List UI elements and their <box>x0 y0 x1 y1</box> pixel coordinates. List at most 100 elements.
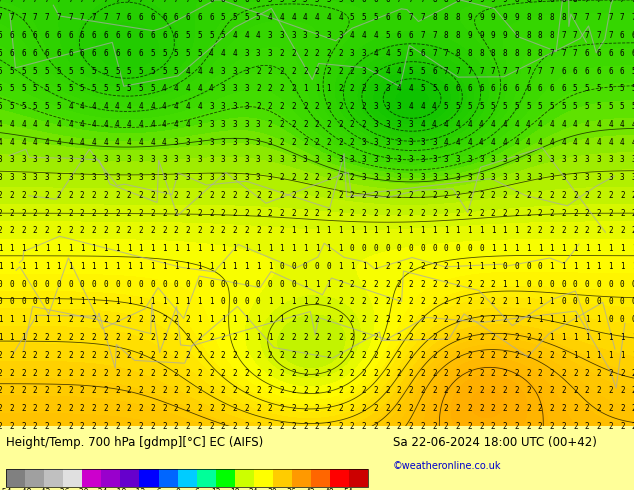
Text: 0: 0 <box>327 262 331 271</box>
Text: 1: 1 <box>10 333 14 342</box>
Text: 2: 2 <box>467 422 472 431</box>
Text: 2: 2 <box>409 368 413 377</box>
Text: 2: 2 <box>10 209 14 218</box>
Text: 2: 2 <box>338 102 343 111</box>
Text: 2: 2 <box>68 315 73 324</box>
Text: 2: 2 <box>150 315 155 324</box>
Text: 2: 2 <box>514 386 519 395</box>
Text: 5: 5 <box>526 102 531 111</box>
Text: 2: 2 <box>444 404 448 413</box>
Text: 2: 2 <box>280 138 284 147</box>
Text: 4: 4 <box>361 31 366 40</box>
Text: 2: 2 <box>420 315 425 324</box>
Text: 2: 2 <box>397 191 401 200</box>
Text: 1: 1 <box>479 226 484 235</box>
Text: 2: 2 <box>221 422 225 431</box>
Text: 0: 0 <box>585 280 590 289</box>
Text: 2: 2 <box>44 386 49 395</box>
Text: 2: 2 <box>631 368 634 377</box>
Text: 2: 2 <box>597 368 601 377</box>
Text: 4: 4 <box>350 31 354 40</box>
Text: 5: 5 <box>197 31 202 40</box>
Text: 5: 5 <box>573 84 578 93</box>
Text: 2: 2 <box>80 315 84 324</box>
Text: 2: 2 <box>68 386 73 395</box>
Text: 8: 8 <box>456 0 460 4</box>
Text: 4: 4 <box>162 138 167 147</box>
Text: 8: 8 <box>550 0 554 4</box>
Text: 2: 2 <box>10 386 14 395</box>
Text: 2: 2 <box>268 351 273 360</box>
Text: 2: 2 <box>561 368 566 377</box>
Text: 2: 2 <box>491 351 495 360</box>
Text: 7: 7 <box>409 13 413 22</box>
Text: 1: 1 <box>526 244 531 253</box>
Text: 2: 2 <box>0 226 3 235</box>
Text: 0: 0 <box>162 280 167 289</box>
Text: 0: 0 <box>10 280 14 289</box>
Text: 2: 2 <box>80 333 84 342</box>
Text: 4: 4 <box>10 138 14 147</box>
Text: 0: 0 <box>127 280 131 289</box>
Bar <box>139 469 158 487</box>
Text: 2: 2 <box>456 386 460 395</box>
Text: 2: 2 <box>33 404 37 413</box>
Text: 0: 0 <box>21 297 26 306</box>
Text: 2: 2 <box>233 351 237 360</box>
Text: 4: 4 <box>456 138 460 147</box>
Text: 3: 3 <box>409 120 413 129</box>
Text: 2: 2 <box>420 209 425 218</box>
Text: 2: 2 <box>550 226 554 235</box>
Text: 2: 2 <box>538 386 542 395</box>
Text: 7: 7 <box>479 67 484 75</box>
Text: 5: 5 <box>139 84 143 93</box>
Text: 5: 5 <box>608 84 613 93</box>
Text: 2: 2 <box>467 404 472 413</box>
Text: 1: 1 <box>0 333 3 342</box>
Text: 2: 2 <box>80 386 84 395</box>
Text: 1: 1 <box>573 333 578 342</box>
Text: 3: 3 <box>503 155 507 164</box>
Text: 9: 9 <box>503 0 507 4</box>
Text: 3: 3 <box>21 155 26 164</box>
Text: 5: 5 <box>432 84 437 93</box>
Text: 2: 2 <box>209 422 214 431</box>
Text: 3: 3 <box>350 155 354 164</box>
Text: 7: 7 <box>150 0 155 4</box>
Text: 7: 7 <box>420 31 425 40</box>
Bar <box>216 469 235 487</box>
Text: 3: 3 <box>221 155 225 164</box>
Text: 3: 3 <box>361 49 366 58</box>
Text: 4: 4 <box>127 102 131 111</box>
Text: 2: 2 <box>350 209 354 218</box>
Text: 1: 1 <box>162 297 167 306</box>
Text: 2: 2 <box>550 386 554 395</box>
Text: 7: 7 <box>585 13 590 22</box>
Text: 4: 4 <box>139 102 143 111</box>
Text: 8: 8 <box>550 31 554 40</box>
Text: -18: -18 <box>114 488 127 490</box>
Text: 1: 1 <box>361 226 366 235</box>
Text: 3: 3 <box>233 138 237 147</box>
Text: 2: 2 <box>503 404 507 413</box>
Text: 2: 2 <box>103 386 108 395</box>
Text: 2: 2 <box>420 262 425 271</box>
Text: 2: 2 <box>92 404 96 413</box>
Text: 2: 2 <box>92 209 96 218</box>
Text: 4: 4 <box>385 67 390 75</box>
Text: 2: 2 <box>327 386 331 395</box>
Text: 2: 2 <box>209 209 214 218</box>
Text: 2: 2 <box>139 191 143 200</box>
Text: 2: 2 <box>291 315 296 324</box>
Text: 2: 2 <box>21 226 26 235</box>
Text: 0: 0 <box>221 297 225 306</box>
Text: 2: 2 <box>409 209 413 218</box>
Text: 1: 1 <box>432 226 437 235</box>
Text: 1: 1 <box>10 244 14 253</box>
Text: 6: 6 <box>68 49 73 58</box>
Text: 2: 2 <box>361 368 366 377</box>
Text: 2: 2 <box>162 209 167 218</box>
Text: 1: 1 <box>268 244 273 253</box>
Text: 2: 2 <box>420 191 425 200</box>
Text: 2: 2 <box>0 191 3 200</box>
